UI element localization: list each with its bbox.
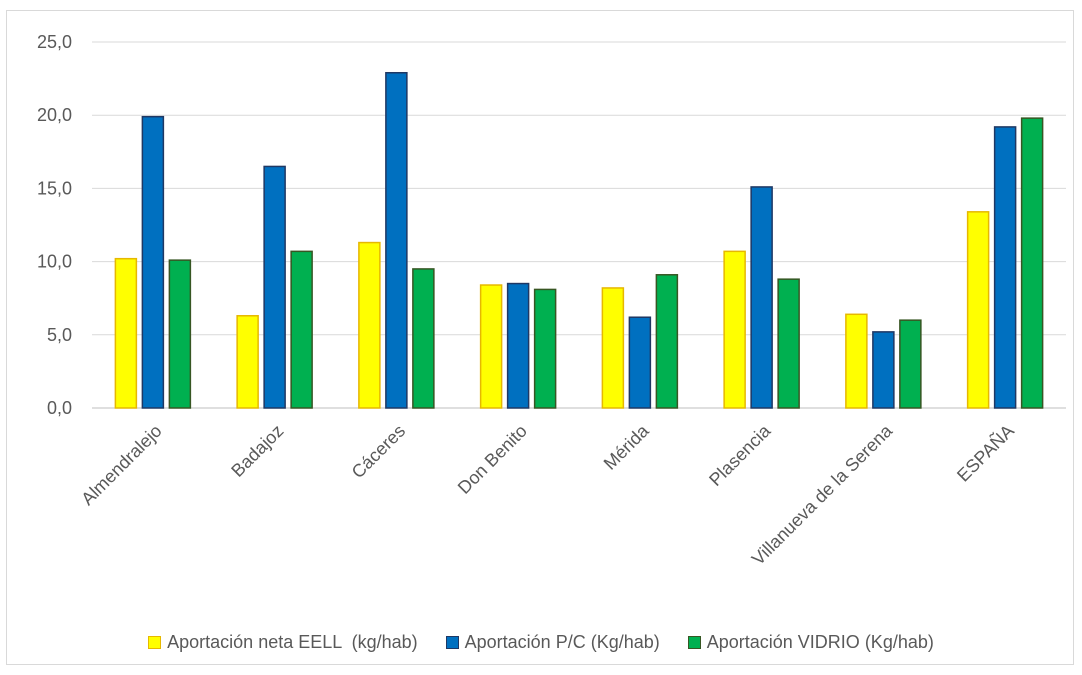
legend-swatch-series-1 [148,636,162,649]
x-tick-label: Almendralejo [77,421,165,509]
bar-series-2 [628,316,652,409]
legend-swatch-series-2 [445,636,459,649]
bar-series-3 [655,274,679,409]
bar-series-2 [385,71,408,409]
bar-series-1 [966,211,990,409]
legend-item-series-3: Aportación VIDRIO (Kg/hab) [687,632,934,653]
y-tick-label: 20,0 [37,105,72,125]
legend-item-series-2: Aportación P/C (Kg/hab) [445,632,660,653]
bar-series-3 [777,278,800,409]
y-tick-label: 0,0 [47,398,72,418]
legend-label-series-2: Aportación P/C (Kg/hab) [464,632,660,652]
y-tick-label: 25,0 [37,32,72,52]
bar-series-2 [506,282,530,409]
x-axis-ticks: Almendralejo Badajoz Cáceres Don Benito Méri… [77,420,1018,569]
bar-series-1 [236,315,259,409]
bar-series-3 [290,250,313,409]
bar-series-2 [872,331,895,409]
legend-swatch-series-3 [687,636,701,649]
bar-series-1 [723,250,746,409]
legend-label-series-3: Aportación VIDRIO (Kg/hab) [706,632,934,652]
bar-series-1 [845,313,868,409]
y-tick-label: 10,0 [37,252,72,272]
y-axis-ticks: 0,0 5,0 10,0 15,0 20,0 25,0 [37,32,72,418]
bar-series-1 [114,257,138,409]
bar-series-2 [141,115,165,409]
x-tick-label: Cáceres [348,421,410,483]
legend-label-series-1: Aportación neta EELL (kg/hab) [167,632,418,652]
bar-series-3 [1020,117,1044,409]
x-tick-label: ESPAÑA [952,420,1018,486]
bar-series-3 [899,319,922,409]
bars [114,71,1044,409]
bar-series-2 [263,165,286,409]
y-tick-label: 5,0 [47,325,72,345]
x-tick-label: Mérida [600,420,654,474]
bar-series-3 [168,259,192,409]
legend: Aportación neta EELL (kg/hab) Aportación… [0,632,1082,653]
x-tick-label: Badajoz [227,421,287,481]
bar-series-2 [993,126,1017,409]
x-tick-label: Villanueva de la Serena [748,420,897,569]
bar-series-1 [358,241,381,409]
x-tick-label: Don Benito [454,421,531,498]
y-tick-label: 15,0 [37,178,72,198]
bar-series-3 [533,288,557,409]
bar-series-1 [479,284,503,409]
x-tick-label: Plasencia [705,420,775,490]
bar-series-1 [601,287,625,409]
bar-series-2 [750,186,773,409]
legend-item-series-1: Aportación neta EELL (kg/hab) [148,632,418,653]
bar-series-3 [412,268,435,409]
